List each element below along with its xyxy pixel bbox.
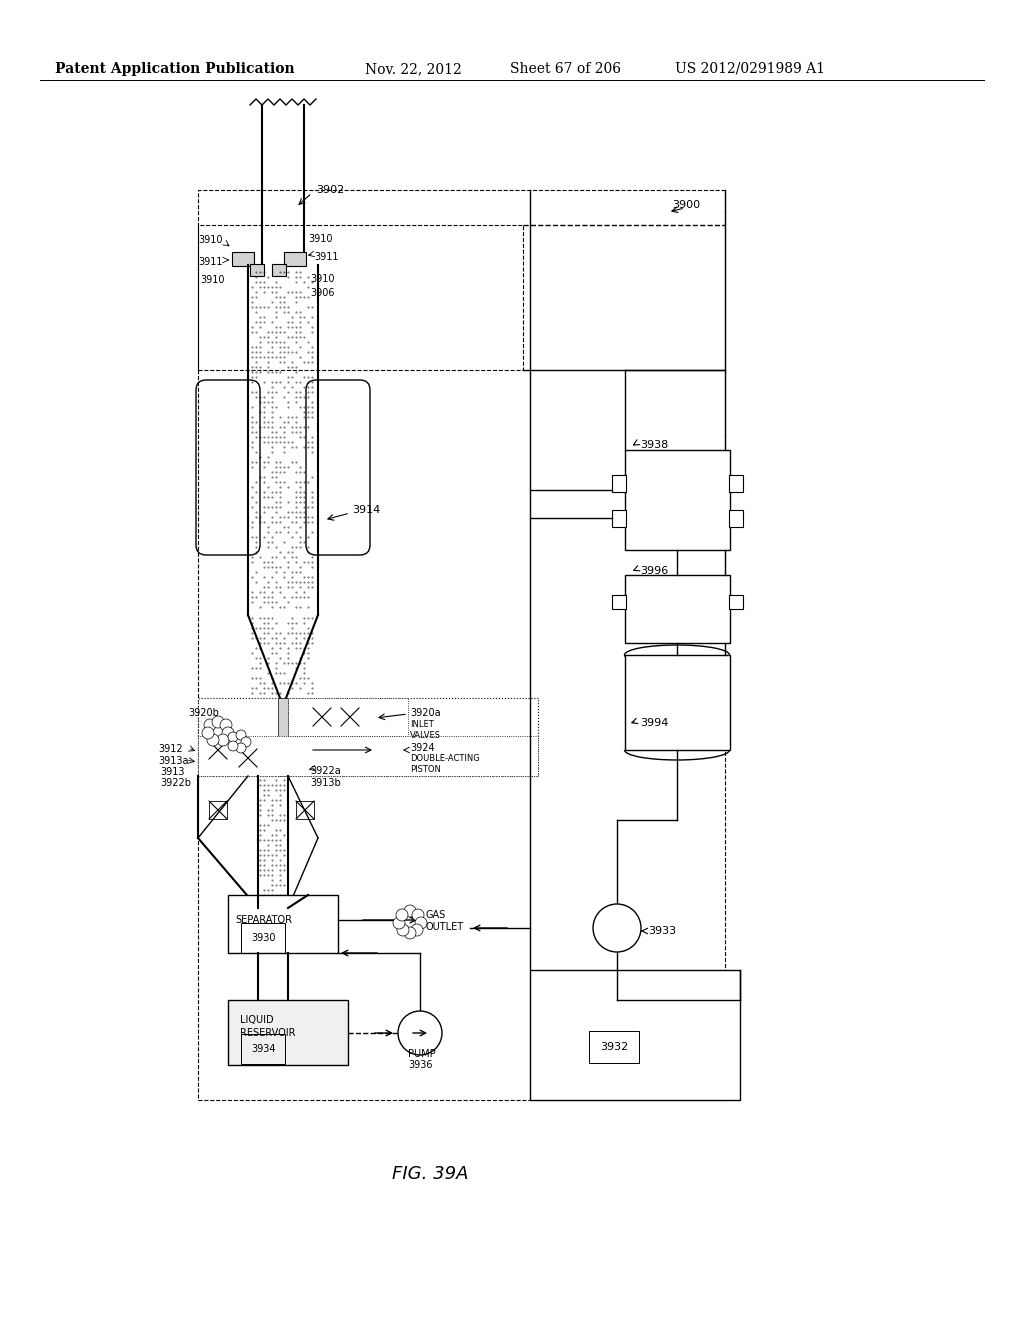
Circle shape bbox=[204, 719, 216, 731]
Circle shape bbox=[593, 904, 641, 952]
Circle shape bbox=[222, 727, 234, 739]
Bar bbox=[198, 737, 538, 776]
Text: 3924: 3924 bbox=[410, 743, 434, 752]
Bar bbox=[284, 252, 306, 267]
Bar bbox=[341, 708, 359, 726]
Text: VALVES: VALVES bbox=[410, 731, 441, 741]
Text: 3994: 3994 bbox=[640, 718, 669, 729]
Text: Nov. 22, 2012: Nov. 22, 2012 bbox=[365, 62, 462, 77]
Circle shape bbox=[202, 727, 214, 739]
Text: 3996: 3996 bbox=[640, 566, 669, 576]
Text: 3910: 3910 bbox=[308, 234, 333, 244]
Text: PISTON: PISTON bbox=[410, 766, 441, 774]
Circle shape bbox=[207, 734, 219, 746]
Text: 3913b: 3913b bbox=[310, 777, 341, 788]
Text: 3936: 3936 bbox=[408, 1060, 432, 1071]
Text: INLET: INLET bbox=[410, 719, 434, 729]
Circle shape bbox=[241, 737, 251, 747]
Bar bbox=[209, 741, 227, 759]
Text: FIG. 39A: FIG. 39A bbox=[392, 1166, 468, 1183]
Text: 3938: 3938 bbox=[640, 440, 669, 450]
Text: 3910: 3910 bbox=[198, 235, 222, 246]
Bar bbox=[228, 895, 338, 953]
Circle shape bbox=[397, 924, 409, 936]
Text: 3922b: 3922b bbox=[160, 777, 191, 788]
Bar bbox=[272, 264, 286, 276]
Text: 3922a: 3922a bbox=[310, 766, 341, 776]
Bar bbox=[239, 748, 257, 767]
Bar bbox=[530, 970, 740, 1100]
Text: 3911: 3911 bbox=[314, 252, 339, 261]
Bar bbox=[729, 510, 743, 527]
Text: LIQUID: LIQUID bbox=[240, 1015, 273, 1026]
Text: Sheet 67 of 206: Sheet 67 of 206 bbox=[510, 62, 621, 77]
FancyBboxPatch shape bbox=[306, 380, 370, 554]
Text: 3934: 3934 bbox=[251, 1044, 275, 1053]
Circle shape bbox=[236, 730, 246, 741]
Text: GAS: GAS bbox=[426, 909, 446, 920]
Bar bbox=[612, 595, 626, 609]
Text: SEPARATOR: SEPARATOR bbox=[234, 915, 292, 925]
Bar bbox=[612, 475, 626, 492]
Text: 3910: 3910 bbox=[200, 275, 224, 285]
Text: Patent Application Publication: Patent Application Publication bbox=[55, 62, 295, 77]
Bar bbox=[198, 698, 538, 776]
Text: 3913a: 3913a bbox=[158, 756, 188, 766]
Bar bbox=[625, 450, 730, 550]
Circle shape bbox=[236, 743, 246, 752]
Bar bbox=[209, 801, 227, 818]
Circle shape bbox=[411, 924, 423, 936]
Bar bbox=[198, 224, 523, 370]
Text: 3902: 3902 bbox=[316, 185, 344, 195]
Text: 3930: 3930 bbox=[251, 933, 275, 942]
Bar bbox=[250, 264, 264, 276]
FancyBboxPatch shape bbox=[196, 380, 260, 554]
Text: 3920b: 3920b bbox=[188, 708, 219, 718]
Text: 3914: 3914 bbox=[352, 506, 380, 515]
Circle shape bbox=[212, 715, 224, 729]
Bar bbox=[288, 698, 408, 737]
Circle shape bbox=[228, 733, 238, 742]
Text: 3911: 3911 bbox=[198, 257, 222, 267]
Text: 3906: 3906 bbox=[310, 288, 335, 298]
Text: PUMP: PUMP bbox=[408, 1049, 435, 1059]
Bar bbox=[296, 801, 314, 818]
Bar bbox=[729, 595, 743, 609]
Circle shape bbox=[228, 741, 238, 751]
Bar bbox=[313, 708, 331, 726]
Text: 3933: 3933 bbox=[648, 927, 676, 936]
Text: OUTLET: OUTLET bbox=[426, 921, 464, 932]
Circle shape bbox=[393, 917, 406, 929]
Circle shape bbox=[412, 909, 424, 921]
Text: 3900: 3900 bbox=[672, 201, 700, 210]
Bar bbox=[228, 1001, 348, 1065]
Bar bbox=[625, 576, 730, 643]
Bar bbox=[729, 475, 743, 492]
Circle shape bbox=[396, 909, 408, 921]
Circle shape bbox=[398, 1011, 442, 1055]
Text: 3920a: 3920a bbox=[410, 708, 440, 718]
Circle shape bbox=[220, 719, 232, 731]
Bar bbox=[278, 698, 288, 776]
Text: 3910: 3910 bbox=[310, 275, 335, 284]
Text: 3913: 3913 bbox=[160, 767, 184, 777]
Bar bbox=[625, 655, 730, 750]
Bar bbox=[612, 510, 626, 527]
Circle shape bbox=[217, 734, 229, 746]
Bar bbox=[232, 252, 254, 267]
Text: RESERVOIR: RESERVOIR bbox=[240, 1028, 296, 1038]
Text: 3912: 3912 bbox=[158, 744, 182, 754]
Circle shape bbox=[404, 906, 416, 917]
Bar bbox=[198, 190, 725, 1100]
Circle shape bbox=[415, 917, 427, 929]
Circle shape bbox=[404, 927, 416, 939]
Text: US 2012/0291989 A1: US 2012/0291989 A1 bbox=[675, 62, 825, 77]
Text: 3932: 3932 bbox=[600, 1041, 629, 1052]
Text: DOUBLE-ACTING: DOUBLE-ACTING bbox=[410, 754, 480, 763]
